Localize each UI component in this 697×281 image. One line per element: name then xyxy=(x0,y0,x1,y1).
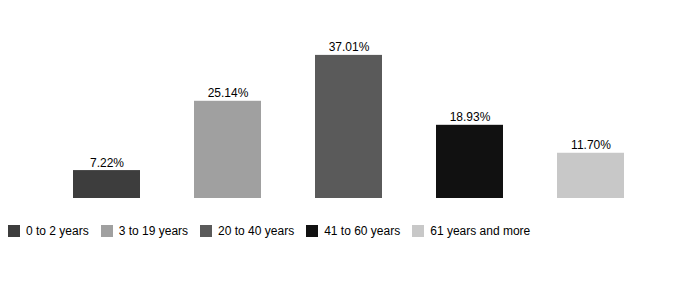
svg-text:7.22%: 7.22% xyxy=(90,156,124,170)
svg-text:11.70%: 11.70% xyxy=(571,138,611,152)
svg-text:25.14%: 25.14% xyxy=(208,86,249,100)
html-text:20 to 40 years: 20 to 40 years xyxy=(218,223,295,238)
html-text:61 years and more: 61 years and more xyxy=(430,223,531,238)
html-text:0 to 2 years: 0 to 2 years xyxy=(26,223,89,238)
html-text:41 to 60 years: 41 to 60 years xyxy=(324,223,401,238)
svg-text:18.93%: 18.93% xyxy=(450,110,491,124)
html-text:3 to 19 years: 3 to 19 years xyxy=(118,223,189,238)
svg-text:37.01%: 37.01% xyxy=(329,40,370,54)
